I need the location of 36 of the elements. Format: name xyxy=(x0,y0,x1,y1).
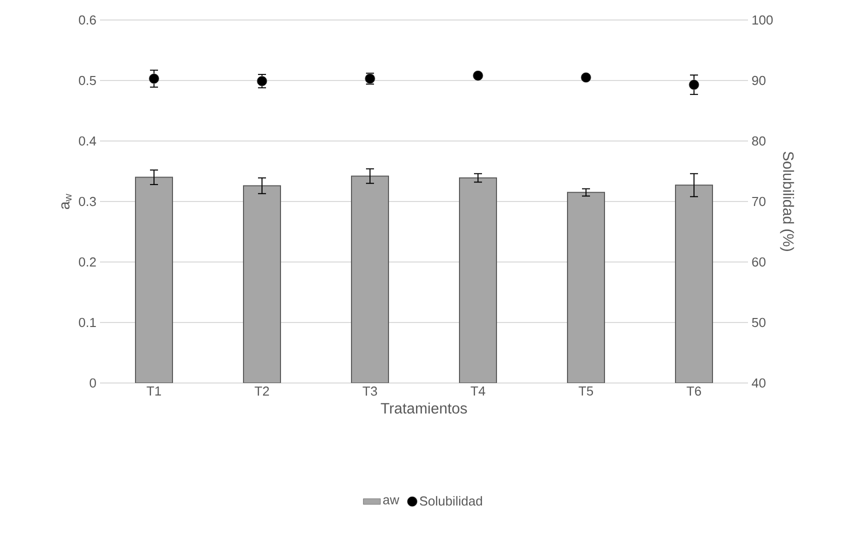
bar xyxy=(459,177,497,383)
y-tick-label: 0.1 xyxy=(78,318,96,328)
y2-tick-label: 100 xyxy=(752,15,773,25)
y-tick-label: 0.5 xyxy=(78,76,96,86)
point xyxy=(688,80,700,90)
legend-label: aw xyxy=(383,497,400,504)
bar xyxy=(135,176,174,383)
x-tick-label: T1 xyxy=(146,386,161,396)
x-tick-label: T2 xyxy=(254,386,269,396)
y-tick-label: 0.6 xyxy=(78,15,96,25)
point xyxy=(256,76,268,86)
y-tick-label: 0 xyxy=(90,378,96,388)
y2-axis-title: Solubilidad (%) xyxy=(780,152,794,251)
y2-tick-label: 60 xyxy=(752,257,766,267)
x-tick-label: T4 xyxy=(470,386,486,396)
y2-tick-label: 80 xyxy=(752,136,766,146)
y2-tick-label: 40 xyxy=(752,378,766,388)
x-axis-title: Tratamientos xyxy=(380,402,467,414)
point xyxy=(472,70,484,81)
x-tick-label: T6 xyxy=(686,386,702,396)
y-axis-title: a$_{w}$ xyxy=(61,194,72,210)
x-tick-label: T5 xyxy=(578,386,594,396)
y2-tick-label: 70 xyxy=(752,196,766,206)
y-tick-label: 0.3 xyxy=(78,196,96,206)
x-tick-label: T3 xyxy=(362,386,378,396)
y2-tick-label: 90 xyxy=(752,76,766,86)
y-tick-label: 0.2 xyxy=(78,257,96,267)
bar xyxy=(674,184,713,383)
y-tick-label: 0.4 xyxy=(78,136,96,146)
bar xyxy=(566,192,605,383)
y2-tick-label: 50 xyxy=(752,318,766,328)
legend-label: Solubilidad xyxy=(420,496,482,506)
bar xyxy=(351,176,389,383)
point xyxy=(148,73,160,84)
bar xyxy=(243,185,282,383)
point xyxy=(580,72,592,83)
